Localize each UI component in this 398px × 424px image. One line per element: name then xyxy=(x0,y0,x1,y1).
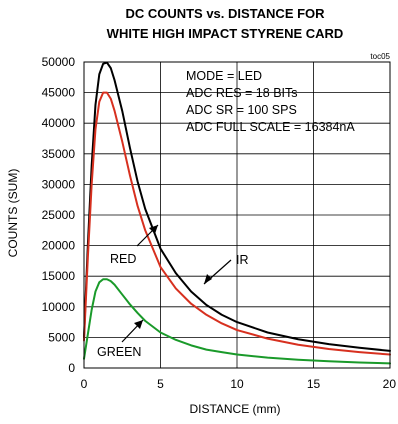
y-tick-label: 0 xyxy=(68,361,75,375)
label-ir-group: IR xyxy=(203,253,249,285)
series-label-green: GREEN xyxy=(97,345,141,359)
x-tick-label: 20 xyxy=(383,377,397,391)
x-tick-label: 15 xyxy=(307,377,321,391)
series-label-red: RED xyxy=(110,252,136,266)
series-line-red xyxy=(83,91,391,356)
y-tick-label: 5000 xyxy=(48,330,75,344)
annotation-adc-res: ADC RES = 18 BITs xyxy=(186,86,298,100)
y-tick-label: 15000 xyxy=(42,269,76,283)
x-tick-label: 0 xyxy=(81,377,88,391)
series-lines xyxy=(83,61,391,365)
plot-frame xyxy=(83,61,391,369)
pointer-arrowhead-green xyxy=(134,320,143,329)
chart-title-line-2: WHITE HIGH IMPACT STYRENE CARD xyxy=(107,26,344,41)
y-tick-label: 40000 xyxy=(42,116,76,130)
y-tick-label: 30000 xyxy=(42,177,76,191)
series-line-green xyxy=(83,278,391,365)
annotation-adc-sr: ADC SR = 100 SPS xyxy=(186,103,297,117)
annotation-adc-full-scale: ADC FULL SCALE = 16384nA xyxy=(186,120,355,134)
pointer-arrowhead-red xyxy=(149,225,158,234)
x-tick-label: 5 xyxy=(157,377,164,391)
x-tick-label: 10 xyxy=(230,377,244,391)
y-tick-label: 25000 xyxy=(42,208,76,222)
y-tick-label: 10000 xyxy=(42,300,76,314)
label-red-group: RED xyxy=(110,224,159,266)
y-tick-label: 35000 xyxy=(42,147,76,161)
label-green-group: GREEN xyxy=(97,319,144,359)
figure-code: toc05 xyxy=(370,52,390,61)
chart-title-line-1: DC COUNTS vs. DISTANCE FOR xyxy=(125,6,325,21)
annotation-block: MODE = LED ADC RES = 18 BITs ADC SR = 10… xyxy=(186,69,355,134)
y-tick-label: 45000 xyxy=(42,86,76,100)
series-line-ir xyxy=(83,61,391,352)
x-axis-label: DISTANCE (mm) xyxy=(189,402,280,416)
y-tick-label: 50000 xyxy=(42,55,76,69)
tick-labels: 0 5000 10000 15000 20000 25000 30000 35000 40000… xyxy=(42,55,397,391)
annotation-mode: MODE = LED xyxy=(186,69,262,83)
grid xyxy=(84,62,390,368)
pointer-arrowhead-ir xyxy=(204,274,212,284)
y-axis-label: COUNTS (SUM) xyxy=(6,169,20,258)
series-label-ir: IR xyxy=(236,253,249,267)
y-tick-label: 20000 xyxy=(42,239,76,253)
